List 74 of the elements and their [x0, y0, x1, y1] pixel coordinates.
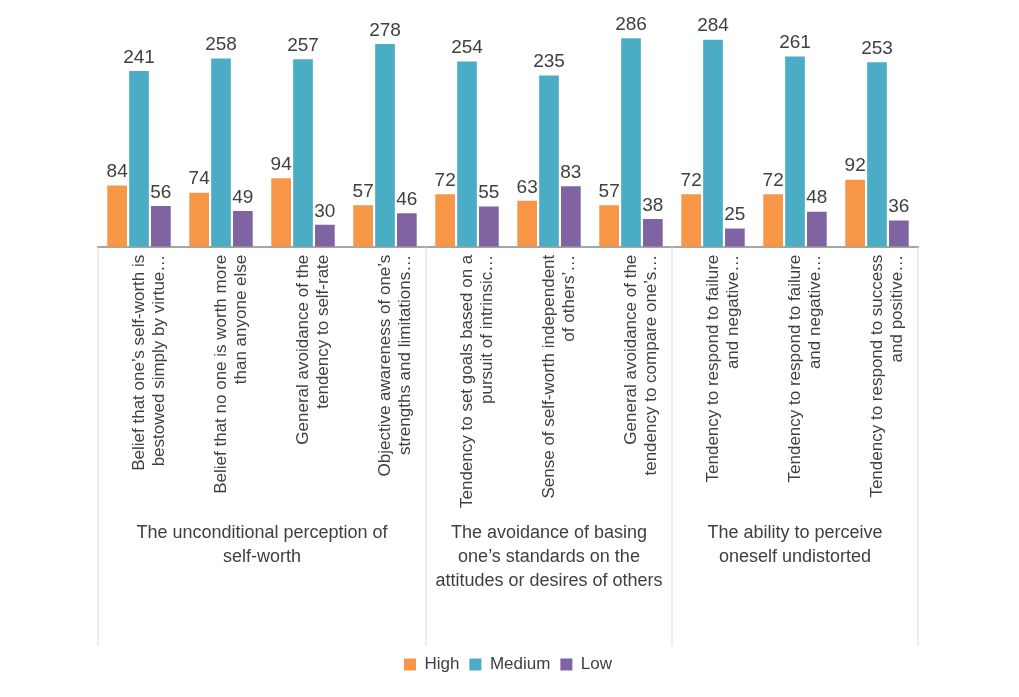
data-label: 278 — [369, 18, 401, 40]
data-label: 84 — [106, 160, 129, 182]
bar — [353, 205, 373, 247]
legend-label: Medium — [489, 654, 551, 674]
x-tick-label: Tendency to respond to failure and negative… — [784, 254, 825, 483]
bar — [681, 194, 701, 247]
data-label: 57 — [352, 179, 374, 201]
data-label: 36 — [888, 195, 910, 217]
bar — [435, 194, 455, 247]
bar — [293, 59, 313, 247]
data-label: 72 — [762, 168, 784, 190]
bar — [763, 194, 783, 247]
bar — [271, 178, 291, 247]
x-tick-label: General avoidance of the tendency to compare one’s… — [620, 254, 661, 476]
data-label: 72 — [680, 168, 702, 190]
bar — [479, 206, 499, 247]
x-tick-label: Sense of self-worth independent of others’… — [538, 254, 579, 499]
data-label: 92 — [844, 154, 866, 176]
bar — [725, 228, 745, 247]
text: The ability to perceive oneself undistorted — [707, 521, 883, 566]
data-label: 254 — [451, 36, 484, 58]
legend-label: Low — [580, 654, 613, 674]
bar — [561, 186, 581, 247]
data-label: 57 — [598, 179, 620, 201]
bar — [189, 192, 209, 247]
bar — [599, 205, 619, 247]
x-tick-label: Tendency to set goals based on a pursuit of intrinsic… — [456, 254, 497, 509]
text: The unconditional perception of self-worth — [136, 521, 389, 566]
data-label: 63 — [516, 175, 538, 197]
bar — [845, 179, 865, 247]
data-label: 261 — [779, 31, 811, 53]
data-label: 30 — [314, 199, 336, 221]
bar — [889, 220, 909, 247]
data-label: 235 — [533, 50, 565, 72]
data-label: 83 — [560, 160, 582, 182]
bar — [233, 210, 253, 247]
bar — [785, 56, 805, 247]
data-label: 253 — [861, 37, 893, 58]
bar — [517, 200, 537, 247]
data-label: 286 — [615, 12, 647, 34]
bar — [643, 219, 663, 247]
bar — [457, 61, 477, 247]
bar — [151, 205, 171, 247]
data-label: 38 — [642, 193, 664, 215]
text: The avoidance of basing one’s standards on the attitudes or desires of others — [435, 521, 663, 590]
data-label: 72 — [434, 168, 456, 190]
bar — [107, 185, 127, 247]
bar — [211, 58, 231, 247]
data-label: 258 — [205, 33, 237, 55]
data-label: 46 — [396, 187, 418, 209]
bar — [621, 38, 641, 247]
x-tick-label: Tendency to respond to failure and negative… — [702, 254, 743, 483]
bar — [867, 62, 887, 247]
bar — [375, 44, 395, 247]
data-label: 25 — [724, 203, 746, 225]
bar — [807, 211, 827, 247]
data-label: 284 — [697, 14, 730, 36]
bar — [703, 39, 723, 247]
data-label: 55 — [478, 181, 500, 203]
data-label: 94 — [270, 152, 293, 174]
bar — [129, 71, 149, 247]
data-label: 74 — [188, 167, 211, 189]
x-tick-label: Objective awareness of one’s strengths and limitations… — [374, 254, 415, 477]
data-label: 257 — [287, 34, 319, 56]
bar — [539, 75, 559, 247]
data-label: 49 — [232, 185, 254, 207]
x-tick-label: Tendency to respond to success and positive… — [866, 254, 907, 498]
bar — [397, 213, 417, 247]
x-tick-label: Belief that one’s self-worth is bestowed simply by virtue… — [128, 254, 169, 471]
data-label: 48 — [806, 186, 828, 208]
bar — [315, 224, 335, 247]
data-label: 241 — [123, 45, 155, 67]
data-label: 56 — [150, 180, 172, 202]
legend-label: High — [424, 654, 460, 674]
